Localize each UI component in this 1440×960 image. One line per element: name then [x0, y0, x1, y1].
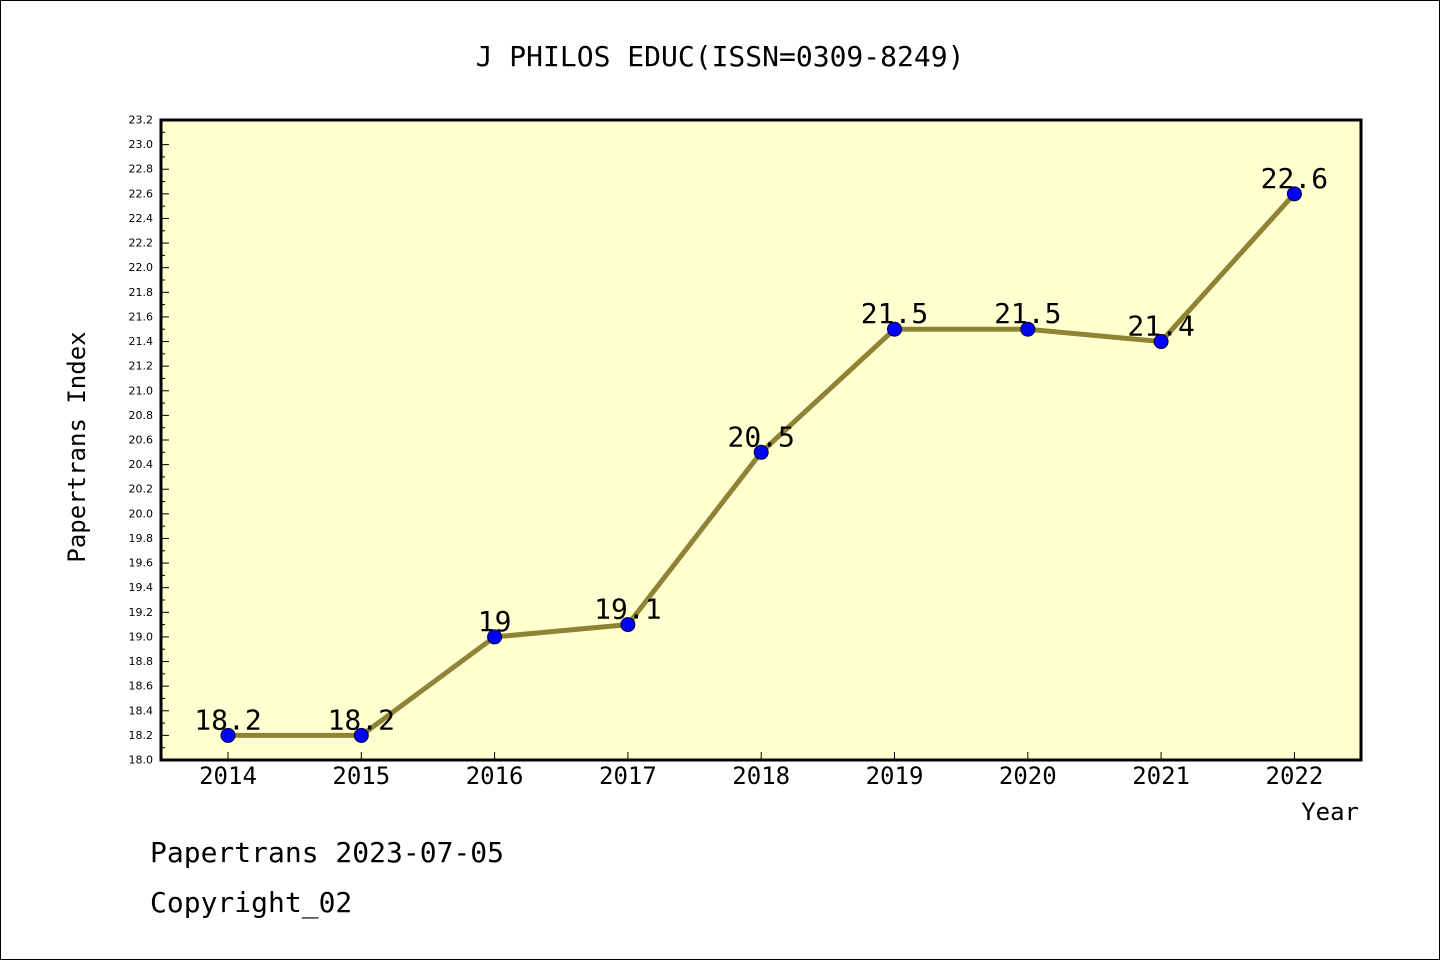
data-label: 21.5	[861, 297, 928, 330]
data-labels: 18.2 18.2 19 19.1 20.5 21.5 21.5 21.4 22.6	[194, 162, 1328, 737]
data-point	[353, 727, 369, 743]
y-tick-label: 19.0	[129, 630, 154, 643]
y-tick-label: 19.2	[129, 606, 154, 619]
data-point	[753, 444, 769, 460]
footer-copyright-line: Copyright_02	[150, 886, 353, 919]
y-tick-label: 22.6	[129, 187, 154, 200]
y-tick-label: 18.2	[129, 729, 154, 742]
data-point	[887, 321, 902, 337]
x-tick-label: 2018	[732, 762, 790, 790]
x-tick-label: 2017	[599, 762, 657, 790]
y-tick-label: 21.6	[129, 310, 154, 323]
data-point	[1286, 186, 1302, 202]
data-label: 22.6	[1261, 162, 1328, 195]
y-tick-label: 20.8	[129, 409, 154, 422]
data-point	[220, 727, 236, 743]
x-axis-label: Year	[1301, 798, 1359, 826]
x-axis: 2014 2015 2016 2017 2018 2019 2020 2021 2022	[199, 752, 1323, 790]
y-tick-label: 22.0	[129, 261, 154, 274]
y-tick-label: 22.8	[129, 163, 154, 176]
plot-area	[159, 118, 1363, 762]
y-tick-label: 21.2	[129, 360, 154, 373]
y-tick-label: 20.2	[129, 483, 154, 496]
x-tick-label: 2014	[199, 762, 257, 790]
y-tick-label: 18.0	[129, 754, 154, 767]
y-tick-label: 19.4	[129, 581, 154, 594]
data-label: 19	[478, 605, 512, 638]
data-label: 21.5	[994, 297, 1061, 330]
y-tick-label: 22.2	[129, 237, 154, 250]
series-markers	[220, 186, 1302, 743]
y-tick-label: 21.0	[129, 384, 154, 397]
data-label: 20.5	[727, 420, 794, 453]
y-tick-label: 22.4	[129, 212, 154, 225]
y-axis: 18.0 18.2 18.4 18.6 18.8 19.0 19.2 19.4 19.6 19.8…	[129, 114, 169, 767]
y-tick-label: 20.6	[129, 434, 154, 447]
y-tick-label: 18.8	[129, 655, 154, 668]
footer-date-line: Papertrans 2023-07-05	[150, 836, 505, 869]
data-point	[620, 617, 636, 633]
x-tick-label: 2022	[1266, 762, 1324, 790]
y-tick-label: 21.4	[129, 335, 154, 348]
data-label: 21.4	[1127, 310, 1194, 343]
y-tick-label: 18.6	[129, 680, 154, 693]
data-label: 18.2	[194, 703, 261, 736]
data-label: 19.1	[594, 593, 661, 626]
y-tick-label: 19.8	[129, 532, 154, 545]
y-axis-label: Papertrans Index	[63, 331, 91, 562]
data-label: 18.2	[328, 703, 395, 736]
y-tick-label: 18.4	[129, 704, 154, 717]
data-point	[487, 629, 503, 645]
data-point	[1020, 321, 1036, 337]
x-tick-label: 2019	[866, 762, 924, 790]
y-tick-label: 20.0	[129, 507, 154, 520]
data-point	[1153, 334, 1169, 350]
x-tick-label: 2021	[1132, 762, 1190, 790]
y-tick-label: 20.4	[129, 458, 154, 471]
y-tick-label: 21.8	[129, 286, 154, 299]
x-tick-label: 2020	[999, 762, 1057, 790]
x-tick-label: 2015	[332, 762, 390, 790]
y-tick-label: 23.2	[129, 114, 154, 127]
x-tick-label: 2016	[466, 762, 524, 790]
y-tick-label: 19.6	[129, 557, 154, 570]
chart-title: J PHILOS EDUC(ISSN=0309-8249)	[476, 40, 965, 73]
y-tick-label: 23.0	[129, 138, 154, 151]
